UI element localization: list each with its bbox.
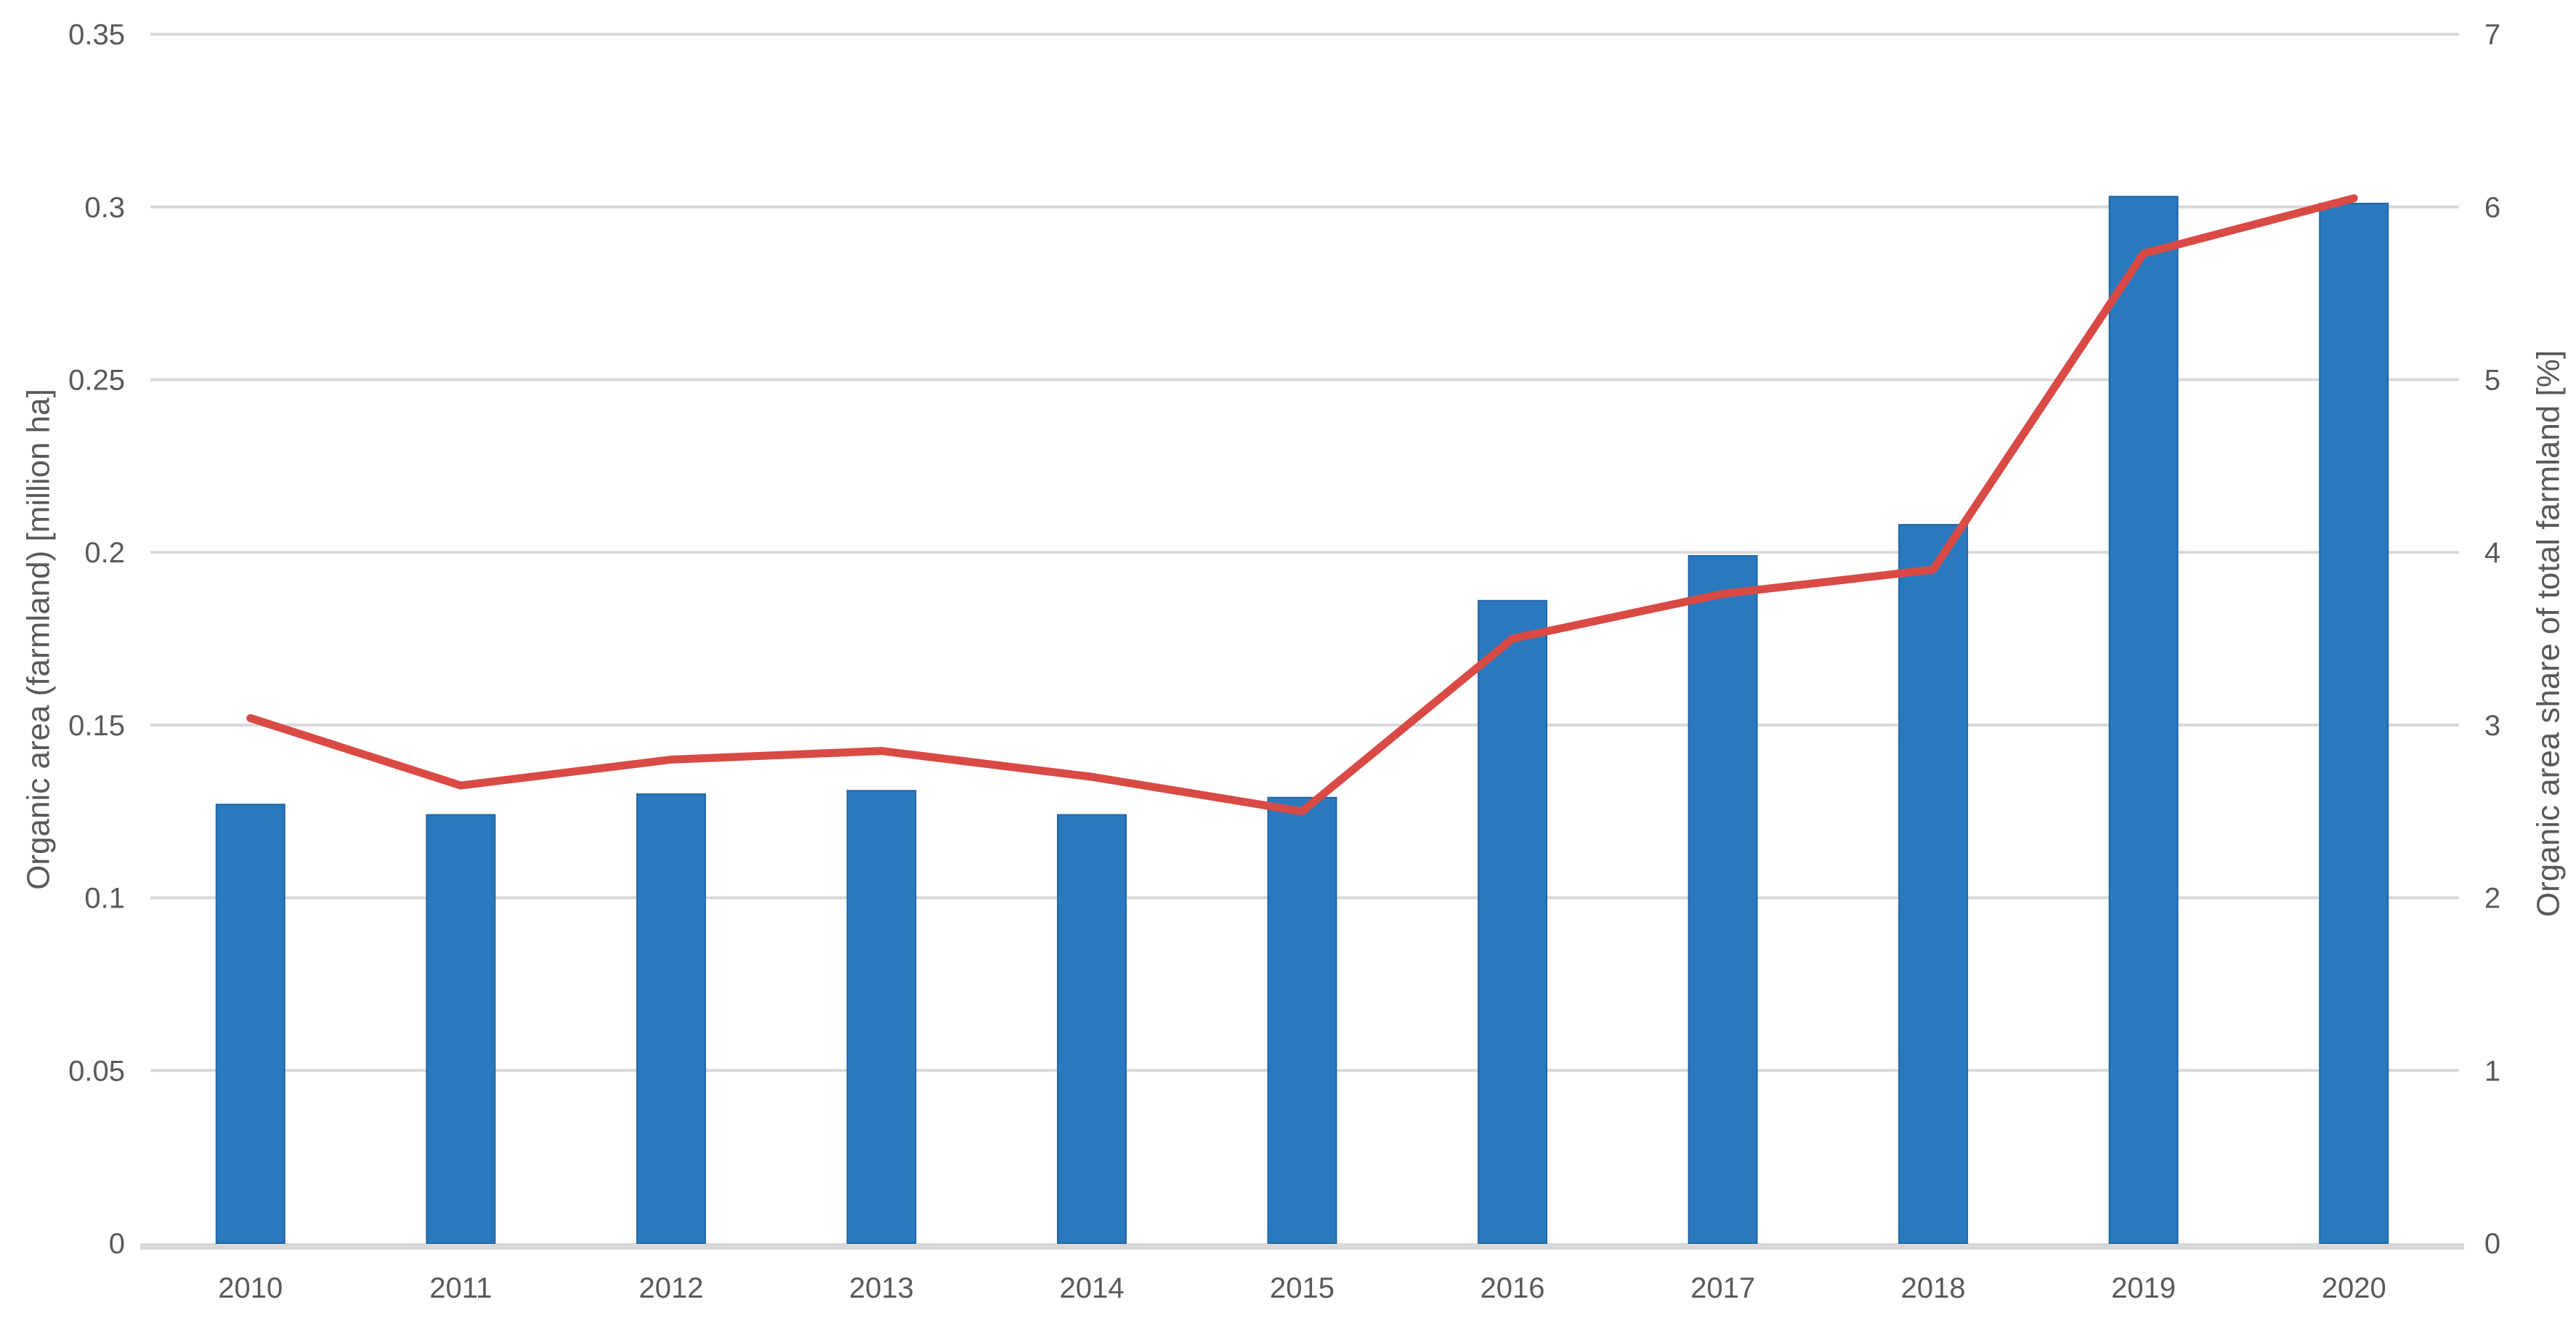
right-tick-4: 4 (2484, 537, 2500, 569)
bar-2012 (636, 793, 706, 1244)
x-tick-2017: 2017 (1690, 1272, 1755, 1304)
right-axis-ticks: 0 1 2 3 4 5 6 7 (2484, 19, 2500, 1260)
left-axis-title: Organic area (farmland) [million ha] (20, 389, 56, 890)
left-tick-0.15: 0.15 (68, 710, 125, 742)
left-tick-0.25: 0.25 (68, 365, 125, 397)
bar-2016 (1478, 599, 1548, 1244)
right-tick-3: 3 (2484, 710, 2500, 742)
right-axis-title: Organic area share of total farmland [%] (2530, 350, 2566, 917)
x-tick-2011: 2011 (429, 1272, 492, 1304)
x-axis-ticks: 2010 2011 2012 2013 2014 2015 2016 2017 2018 2019… (218, 1272, 2386, 1304)
right-tick-7: 7 (2484, 19, 2500, 51)
share-line (246, 194, 2358, 816)
x-tick-2020: 2020 (2322, 1272, 2386, 1304)
bar-2019 (2108, 195, 2179, 1245)
left-tick-0.1: 0.1 (84, 883, 125, 915)
bar-2017 (1688, 554, 1758, 1244)
bar-2011 (426, 814, 496, 1244)
left-tick-0.2: 0.2 (84, 537, 125, 569)
right-tick-2: 2 (2484, 883, 2500, 915)
x-tick-2014: 2014 (1059, 1272, 1124, 1304)
x-tick-2016: 2016 (1481, 1272, 1545, 1304)
left-axis-ticks: 0 0.05 0.1 0.15 0.2 0.25 0.3 0.35 (68, 19, 125, 1260)
bar-series-group (215, 195, 2389, 1245)
x-tick-2019: 2019 (2111, 1272, 2176, 1304)
right-tick-1: 1 (2484, 1055, 2500, 1087)
right-tick-6: 6 (2484, 192, 2500, 224)
left-tick-0.05: 0.05 (68, 1055, 125, 1087)
x-tick-2018: 2018 (1901, 1272, 1966, 1304)
bar-2010 (215, 804, 285, 1244)
bar-2014 (1056, 814, 1127, 1244)
bar-2013 (846, 790, 917, 1244)
bar-2020 (2319, 203, 2389, 1244)
right-tick-0: 0 (2484, 1228, 2500, 1260)
x-tick-2015: 2015 (1270, 1272, 1334, 1304)
bar-2018 (1898, 524, 1969, 1244)
right-tick-5: 5 (2484, 365, 2500, 397)
left-tick-0.3: 0.3 (84, 192, 125, 224)
x-tick-2010: 2010 (218, 1272, 283, 1304)
bar-2015 (1267, 796, 1337, 1244)
line-series-group (246, 194, 2358, 816)
x-tick-2012: 2012 (639, 1272, 703, 1304)
x-tick-2013: 2013 (849, 1272, 914, 1304)
left-tick-0.35: 0.35 (68, 19, 125, 51)
left-tick-0: 0 (109, 1228, 125, 1260)
